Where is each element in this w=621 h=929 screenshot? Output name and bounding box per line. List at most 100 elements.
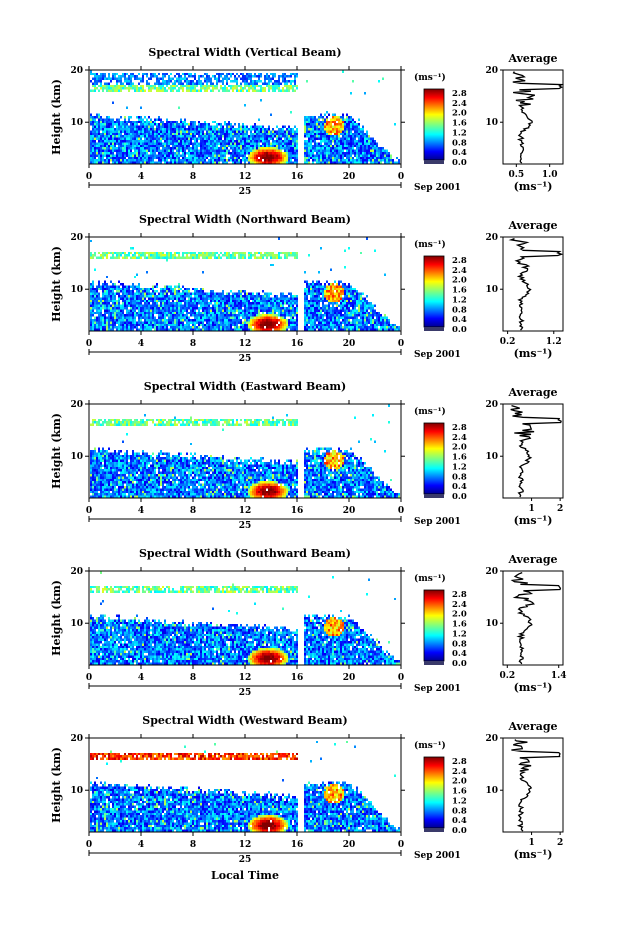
colorbar-tick-label: 0.0 (452, 659, 467, 669)
colorbar-tick-label: 0.4 (452, 816, 467, 826)
x-tick-label: 4 (138, 172, 144, 182)
x-tick-label: 20 (343, 840, 356, 850)
colorbar-tick-label: 0.8 (452, 639, 467, 649)
average-x-tick: 1 (528, 504, 534, 514)
colorbar-unit: (ms⁻¹) (414, 72, 446, 83)
average-profile-line (510, 404, 562, 498)
x-tick-label: 8 (190, 673, 196, 683)
average-x-tick: 0.5 (508, 170, 524, 180)
x-tick-label: 0 (398, 506, 404, 516)
date-label: Sep 2001 (414, 851, 461, 861)
x-tick-label: 12 (239, 673, 252, 683)
y-tick-label: 20 (70, 567, 83, 577)
colorbar-tick-label: 1.2 (452, 128, 467, 138)
colorbar (423, 422, 445, 495)
x-tick-label: 16 (291, 840, 304, 850)
average-profile-line (512, 71, 564, 164)
colorbar-tick-label: 0.0 (452, 826, 467, 836)
average-x-tick: 1.2 (546, 337, 562, 347)
x-tick-label: 8 (190, 506, 196, 516)
average-x-label: (ms⁻¹) (514, 180, 553, 193)
x-tick-label: 4 (138, 840, 144, 850)
x-tick-label: 4 (138, 673, 144, 683)
colorbar-tick-label: 1.6 (452, 787, 467, 797)
heatmap-cells (90, 740, 400, 832)
heatmap-cells (90, 237, 400, 331)
y-tick-label: 20 (70, 734, 83, 744)
average-profile-line (510, 571, 562, 665)
x-tick-label: 0 (86, 506, 92, 516)
colorbar-tick-label: 2.0 (452, 610, 467, 620)
x-tick-label: 8 (190, 172, 196, 182)
colorbar-tick-label: 1.6 (452, 286, 467, 296)
colorbar (423, 589, 445, 662)
average-x-label: (ms⁻¹) (514, 681, 553, 694)
colorbar (423, 255, 445, 328)
colorbar-tick-label: 1.2 (452, 629, 467, 639)
colorbar-tick-label: 2.0 (452, 443, 467, 453)
average-frame (502, 236, 564, 332)
panel-title: Spectral Width (Southward Beam) (139, 547, 351, 560)
average-y-tick: 20 (485, 734, 498, 744)
y-axis-label: Height (km) (50, 79, 63, 155)
x-tick-label: 16 (291, 673, 304, 683)
average-x-tick: 0.2 (500, 337, 516, 347)
colorbar-tick-label: 1.6 (452, 620, 467, 630)
date-marker: 25 (239, 354, 252, 364)
average-frame (502, 570, 564, 666)
average-x-tick: 0.2 (499, 671, 515, 681)
x-tick-label: 4 (138, 506, 144, 516)
average-y-tick: 10 (485, 118, 498, 128)
colorbar-tick-label: 2.8 (452, 757, 467, 767)
x-tick-label: 12 (239, 840, 252, 850)
heatmap-cells (90, 571, 400, 665)
x-tick-label: 0 (86, 840, 92, 850)
date-label: Sep 2001 (414, 350, 461, 360)
x-tick-label: 8 (190, 339, 196, 349)
x-tick-label: 0 (86, 339, 92, 349)
chart-panel-3: Spectral Width (Eastward Beam)2010Height… (50, 380, 564, 531)
chart-panel-2: Spectral Width (Northward Beam) 20 10 Heigh… (50, 213, 564, 364)
colorbar-unit: (ms⁻¹) (414, 239, 446, 250)
colorbar-tick-label: 0.0 (452, 158, 467, 168)
x-tick-label: 0 (86, 673, 92, 683)
x-tick-label: 16 (291, 172, 304, 182)
x-tick-label: 8 (190, 840, 196, 850)
average-x-tick: 1.0 (542, 170, 558, 180)
colorbar (423, 88, 445, 161)
y-tick-label: 10 (70, 285, 83, 295)
average-x-label: (ms⁻¹) (514, 347, 553, 360)
x-tick-label: 0 (398, 339, 404, 349)
y-tick-label: 20 (70, 400, 83, 410)
x-tick-label: 20 (343, 506, 356, 516)
heatmap-cells (90, 70, 400, 164)
colorbar-tick-label: 0.8 (452, 472, 467, 482)
date-marker: 25 (239, 688, 252, 698)
y-axis-label: Height (km) (50, 413, 63, 489)
average-title: Average (507, 52, 557, 65)
colorbar-unit: (ms⁻¹) (414, 573, 446, 584)
colorbar-tick-label: 0.8 (452, 138, 467, 148)
average-y-tick: 20 (485, 400, 498, 410)
colorbar-tick-label: 2.8 (452, 423, 467, 433)
panel-title: Spectral Width (Northward Beam) (139, 213, 351, 226)
y-tick-label: 20 (70, 233, 83, 243)
date-marker: 25 (239, 521, 252, 531)
colorbar-tick-label: 1.6 (452, 453, 467, 463)
colorbar-tick-label: 1.2 (452, 462, 467, 472)
colorbar-tick-label: 0.4 (452, 649, 467, 659)
average-frame (502, 737, 564, 833)
x-tick-label: 20 (343, 339, 356, 349)
date-label: Sep 2001 (414, 183, 461, 193)
average-title: Average (507, 219, 557, 232)
average-y-tick: 10 (485, 452, 498, 462)
x-tick-label: 16 (291, 339, 304, 349)
x-tick-label: 20 (343, 673, 356, 683)
average-frame (502, 403, 564, 499)
colorbar-tick-label: 2.4 (452, 433, 467, 443)
x-tick-label: 12 (239, 506, 252, 516)
date-label: Sep 2001 (414, 684, 461, 694)
colorbar-tick-label: 2.8 (452, 256, 467, 266)
average-frame (502, 69, 564, 165)
panel-title: Spectral Width (Vertical Beam) (148, 46, 341, 59)
